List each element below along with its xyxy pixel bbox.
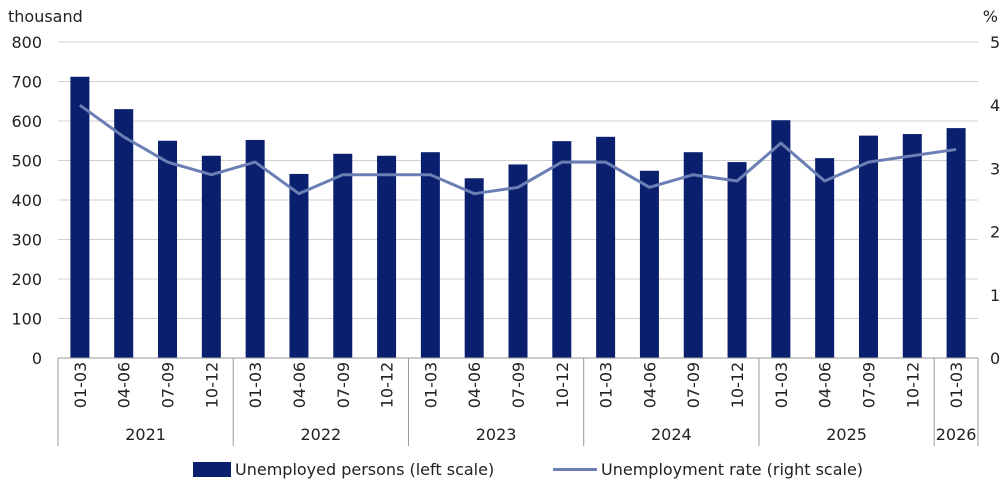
category-label: 01-03: [597, 362, 616, 409]
year-label: 2022: [300, 425, 341, 444]
left-tick-label: 400: [11, 191, 42, 210]
bar: [815, 158, 835, 358]
legend-swatch-bars: [193, 462, 231, 477]
category-label: 07-09: [159, 362, 178, 409]
left-tick-label: 300: [11, 231, 42, 250]
bar: [114, 109, 134, 359]
year-label: 2021: [125, 425, 166, 444]
left-tick-label: 200: [11, 270, 42, 289]
right-tick-label: 0: [990, 349, 1000, 368]
right-tick-label: 2: [990, 223, 1000, 242]
bar: [552, 141, 572, 358]
line-series: [79, 103, 957, 196]
category-label: 07-09: [334, 362, 353, 409]
category-label: 04-06: [465, 362, 484, 409]
left-tick-label: 500: [11, 152, 42, 171]
year-label: 2023: [476, 425, 517, 444]
category-label: 04-06: [115, 362, 134, 409]
category-label: 10-12: [378, 362, 397, 409]
bar: [727, 162, 747, 358]
bar: [946, 128, 966, 358]
left-tick-label: 600: [11, 112, 42, 131]
left-tick-label: 0: [32, 349, 42, 368]
bar: [245, 139, 265, 358]
legend-label-bars: Unemployed persons (left scale): [235, 460, 494, 479]
bar: [596, 136, 616, 358]
bar: [158, 140, 178, 358]
bar: [508, 164, 528, 358]
bar: [70, 76, 90, 358]
category-label: 04-06: [290, 362, 309, 409]
bar: [289, 173, 309, 358]
bar: [464, 178, 484, 358]
category-label: 04-06: [640, 362, 659, 409]
right-tick-label: 1: [990, 286, 1000, 305]
category-label: 01-03: [772, 362, 791, 409]
category-label: 07-09: [509, 362, 528, 409]
bar: [333, 153, 353, 358]
bar-series: [70, 76, 966, 359]
left-tick-label: 700: [11, 73, 42, 92]
axes: 0 100 200 300 400 500 600 700 800 0 1 2 3 4 5 01-03 04-0…: [11, 33, 1000, 446]
category-label: 10-12: [553, 362, 572, 409]
category-label: 01-03: [71, 362, 90, 409]
rate-line: [79, 103, 957, 196]
category-label: 10-12: [903, 362, 922, 409]
category-label: 01-03: [947, 362, 966, 409]
legend-label-line: Unemployment rate (right scale): [601, 460, 863, 479]
year-label: 2026: [936, 425, 977, 444]
category-label: 07-09: [684, 362, 703, 409]
bar: [420, 152, 440, 358]
category-label: 04-06: [816, 362, 835, 409]
right-tick-label: 4: [990, 96, 1000, 115]
bar: [771, 120, 791, 359]
right-tick-label: 5: [990, 33, 1000, 52]
right-axis-unit: %: [983, 7, 998, 26]
left-axis-unit: thousand: [8, 7, 83, 26]
year-label: 2025: [826, 425, 867, 444]
bar: [201, 155, 221, 358]
year-label: 2024: [651, 425, 692, 444]
category-label: 10-12: [202, 362, 221, 409]
bar: [639, 170, 659, 358]
left-tick-label: 100: [11, 310, 42, 329]
category-label: 01-03: [246, 362, 265, 409]
category-label: 01-03: [421, 362, 440, 409]
category-label: 10-12: [728, 362, 747, 409]
right-tick-label: 3: [990, 159, 1000, 178]
category-label: 07-09: [859, 362, 878, 409]
legend: Unemployed persons (left scale) Unemploy…: [193, 460, 863, 479]
bar: [683, 152, 703, 358]
left-tick-label: 800: [11, 33, 42, 52]
bar: [902, 134, 922, 358]
bar: [377, 155, 397, 358]
bar: [858, 135, 878, 358]
